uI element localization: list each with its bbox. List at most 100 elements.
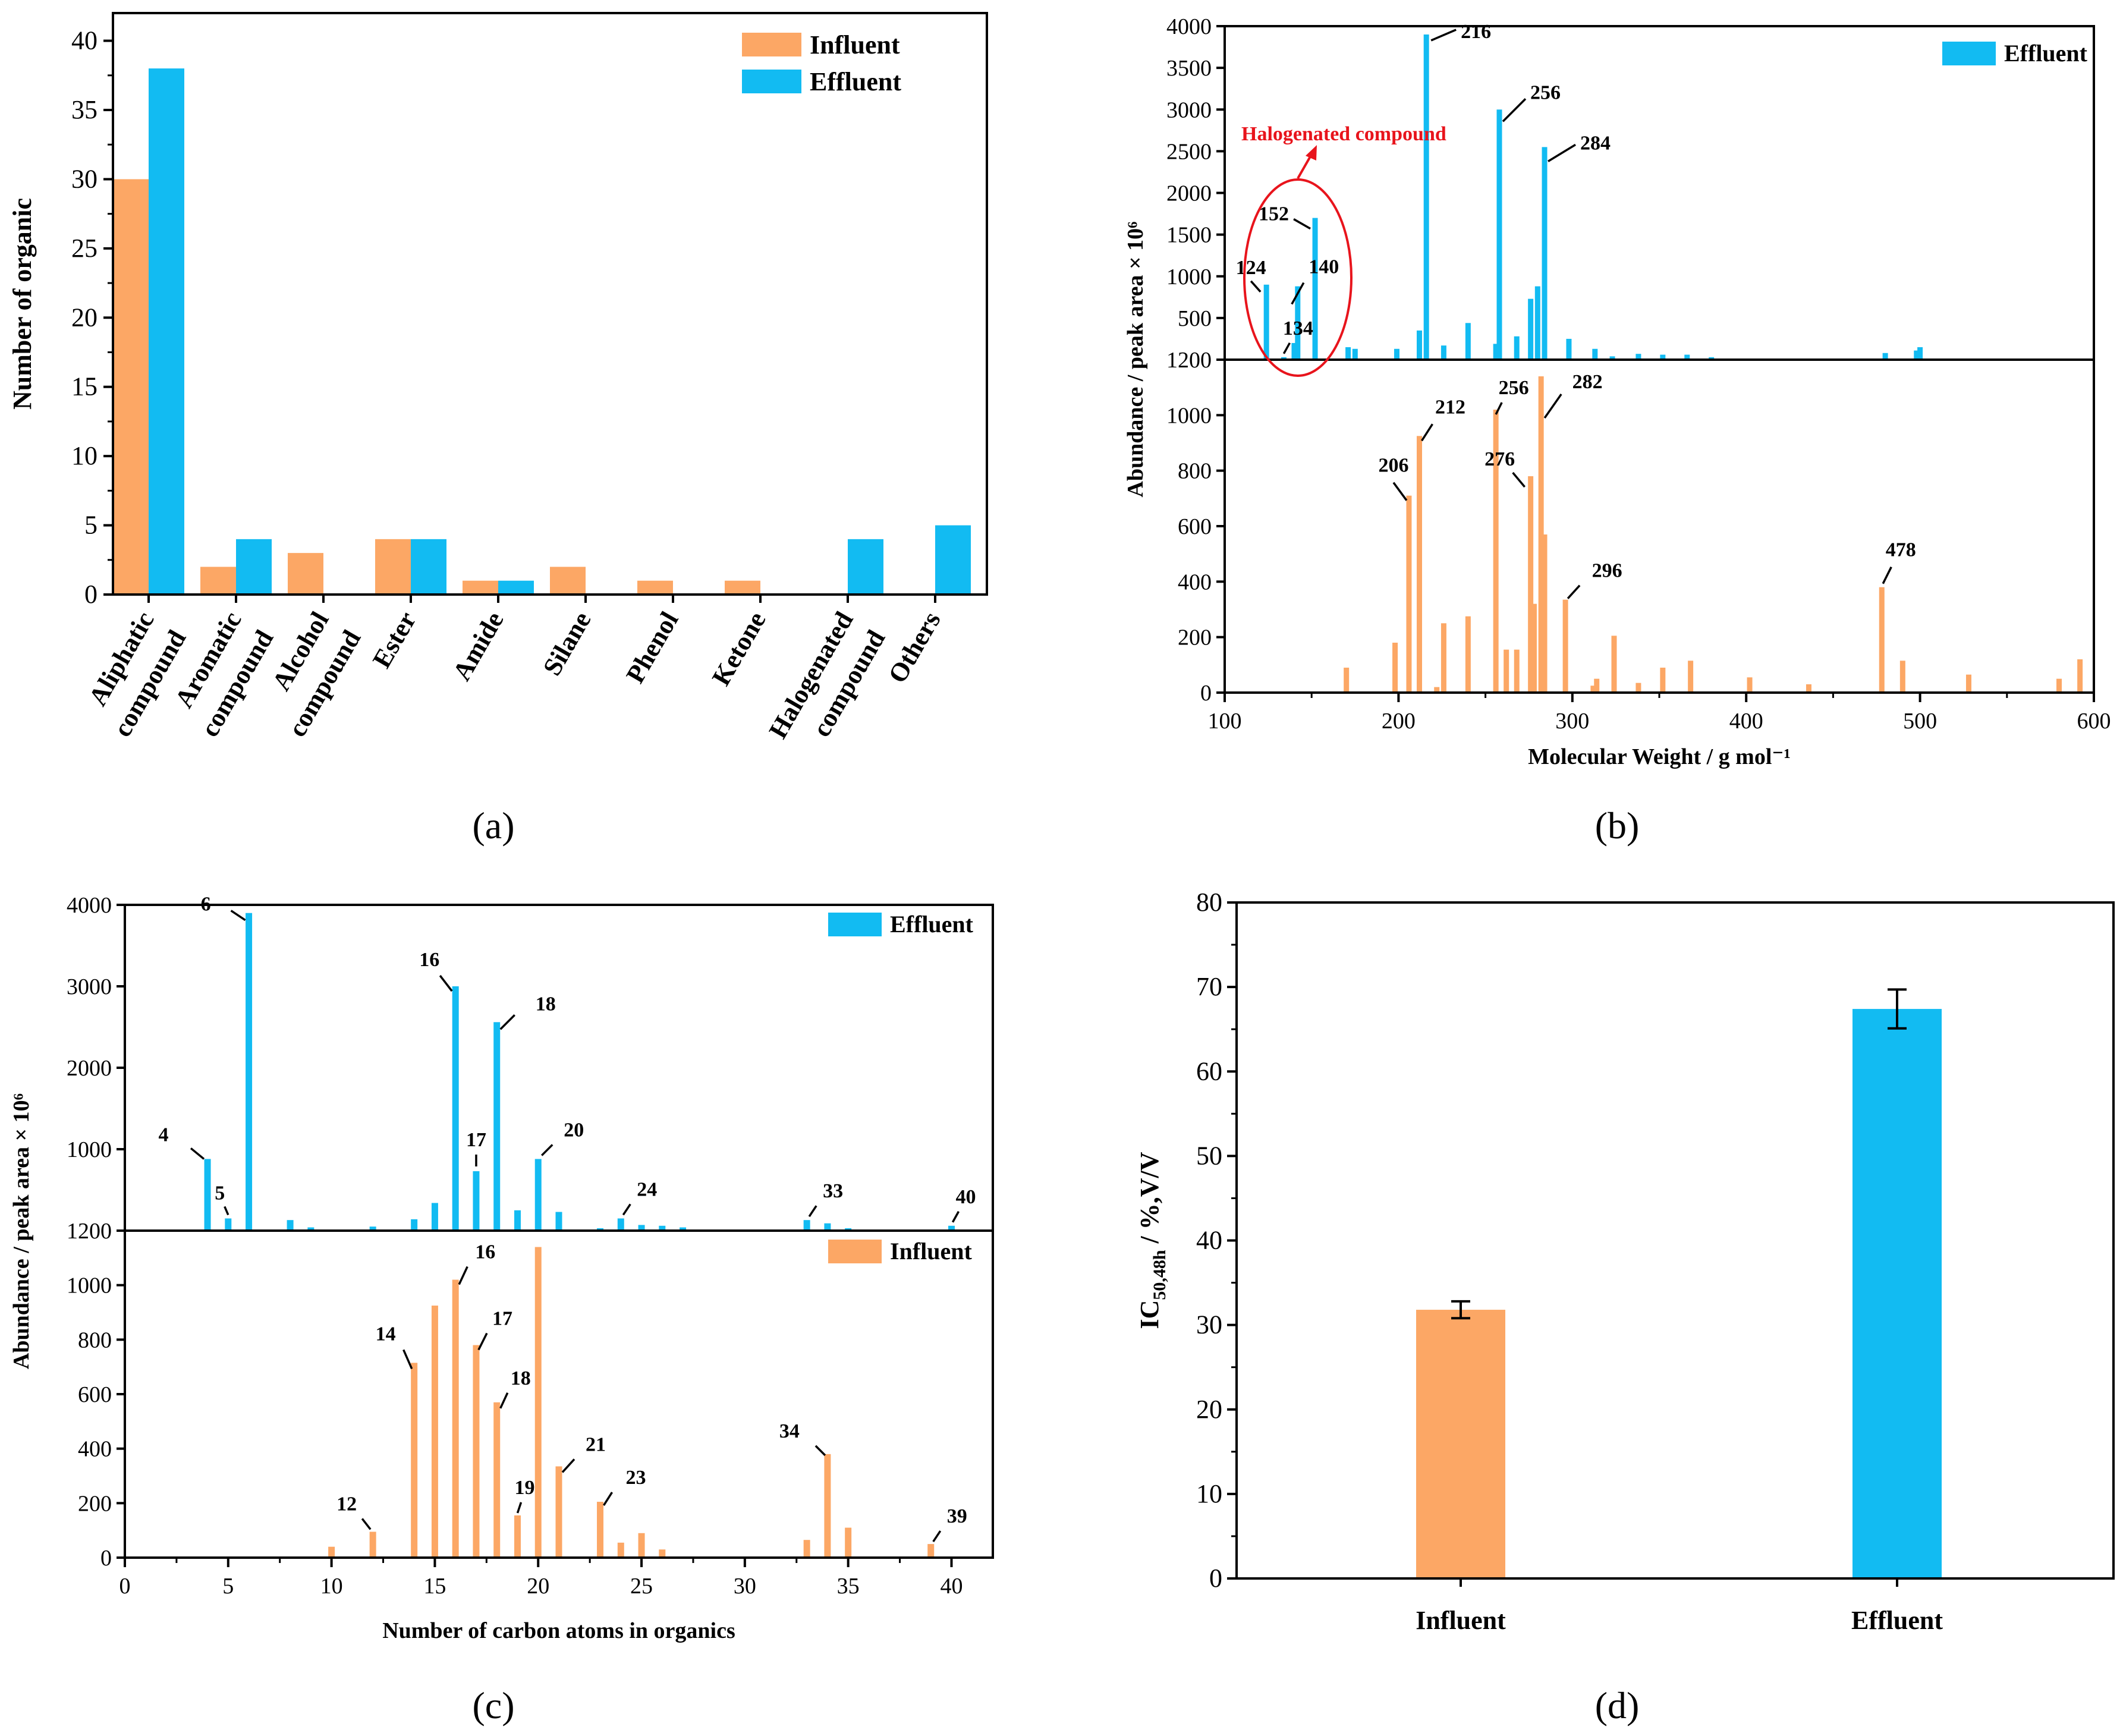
bar-effluent: [1423, 34, 1429, 360]
x-tick-label: 40: [940, 1574, 963, 1599]
leader-line: [516, 1502, 523, 1514]
y-tick-label: 40: [1196, 1226, 1222, 1255]
x-tick-label: 5: [222, 1574, 234, 1599]
bar-effluent: [498, 580, 534, 595]
bar-influent: [1899, 661, 1905, 693]
bar-effluent: [534, 1159, 542, 1231]
bar-influent: [1416, 1310, 1505, 1578]
y-tick-label: 1000: [67, 1137, 112, 1162]
y-tick-label: 600: [78, 1382, 112, 1407]
y-tick-label: 10: [71, 441, 97, 470]
bar-influent: [1562, 599, 1568, 693]
y-tick-label: 0: [100, 1546, 112, 1571]
x-category-label: Halogenatedcompound: [763, 607, 891, 762]
bar-effluent: [845, 1228, 852, 1231]
legend-label-influent: Influent: [810, 30, 900, 59]
x-category-label-line: Amide: [447, 607, 509, 685]
bar-influent: [514, 1515, 521, 1558]
bar-influent: [1416, 436, 1422, 693]
bar-effluent: [307, 1227, 314, 1231]
bar-effluent: [1528, 298, 1534, 360]
bar-influent: [463, 580, 498, 595]
leader-line: [1882, 566, 1892, 584]
bar-effluent: [473, 1171, 480, 1231]
bar-effluent: [1352, 348, 1358, 360]
peak-label: 21: [586, 1433, 606, 1455]
y-tick-label: 70: [1196, 972, 1222, 1001]
bar-influent: [369, 1531, 376, 1558]
x-axis-label: Molecular Weight / g mol⁻¹: [1528, 744, 1791, 769]
y-tick-label: 35: [71, 95, 97, 124]
bar-influent: [803, 1540, 810, 1558]
bar-effluent: [1514, 336, 1520, 360]
bar-effluent: [948, 1225, 955, 1231]
leader-line: [1495, 402, 1503, 415]
bar-influent: [1611, 636, 1617, 693]
bar-effluent: [1542, 147, 1548, 360]
x-tick-label: 100: [1208, 709, 1242, 734]
bar-influent: [1528, 476, 1534, 693]
bar-effluent: [1281, 357, 1287, 360]
bar-influent: [824, 1454, 831, 1558]
legend-label-effluent: Effluent: [890, 911, 974, 938]
bar-effluent: [935, 525, 971, 595]
leader-line: [230, 910, 246, 922]
x-axis-label: Number of carbon atoms in organics: [382, 1618, 735, 1643]
bar-influent: [375, 539, 411, 595]
bar-effluent: [236, 539, 272, 595]
leader-line: [477, 1332, 488, 1351]
leader-line: [1291, 282, 1305, 305]
y-tick-label: 1000: [1166, 403, 1212, 428]
bar-effluent: [824, 1223, 831, 1231]
bar-effluent: [514, 1210, 521, 1231]
y-tick-label: 60: [1196, 1056, 1222, 1086]
y-axis-label: IC50,48h / %,V/V: [1135, 1152, 1169, 1329]
bar-effluent: [431, 1203, 438, 1231]
bar-effluent: [803, 1220, 810, 1231]
peak-label: 124: [1236, 257, 1266, 279]
bar-effluent: [617, 1218, 624, 1231]
y-tick-label: 800: [78, 1328, 112, 1353]
leader-line: [439, 974, 453, 992]
legend-label-effluent: Effluent: [810, 67, 901, 96]
y-tick-label: 1200: [1166, 348, 1212, 373]
bar-effluent: [1566, 338, 1572, 360]
bar-influent: [1965, 674, 1971, 693]
bar-effluent: [848, 539, 883, 595]
y-tick-label: 0: [1200, 681, 1212, 706]
bar-influent: [1594, 678, 1600, 693]
leader-line: [361, 1518, 372, 1530]
bar-effluent: [287, 1220, 294, 1231]
bar-influent: [1590, 685, 1596, 693]
peak-label: 282: [1572, 371, 1603, 393]
bar-effluent: [1263, 284, 1269, 360]
leader-line: [190, 1147, 205, 1160]
annotation-arrowhead: [1306, 145, 1317, 161]
bar-effluent: [1636, 354, 1641, 360]
bar-effluent: [1291, 342, 1297, 360]
bar-influent: [411, 1363, 418, 1558]
bar-effluent: [1882, 353, 1888, 360]
peak-label: 16: [475, 1241, 495, 1263]
x-category-label: Others: [882, 607, 946, 688]
y-tick-label: 5: [84, 511, 97, 540]
x-category-label: Silane: [537, 607, 597, 681]
bar-effluent: [1394, 348, 1399, 360]
peak-label: 5: [215, 1182, 225, 1204]
y-tick-label: 4000: [67, 893, 112, 918]
x-tick-label: 20: [527, 1574, 549, 1599]
legend-swatch-influent: [742, 33, 801, 56]
x-tick-label: 600: [2077, 709, 2111, 734]
bar-influent: [1538, 376, 1544, 693]
leader-line: [1567, 584, 1581, 599]
y-tick-label: 1000: [1166, 265, 1212, 290]
y-tick-label: 15: [71, 372, 97, 401]
bar-influent: [1879, 587, 1885, 693]
y-tick-label: 3500: [1166, 56, 1212, 81]
bar-influent: [1660, 668, 1666, 693]
bar-effluent: [1465, 323, 1471, 360]
bar-effluent: [1852, 1009, 1942, 1578]
peak-label: 276: [1484, 448, 1515, 470]
x-tick-label: 500: [1903, 709, 1937, 734]
